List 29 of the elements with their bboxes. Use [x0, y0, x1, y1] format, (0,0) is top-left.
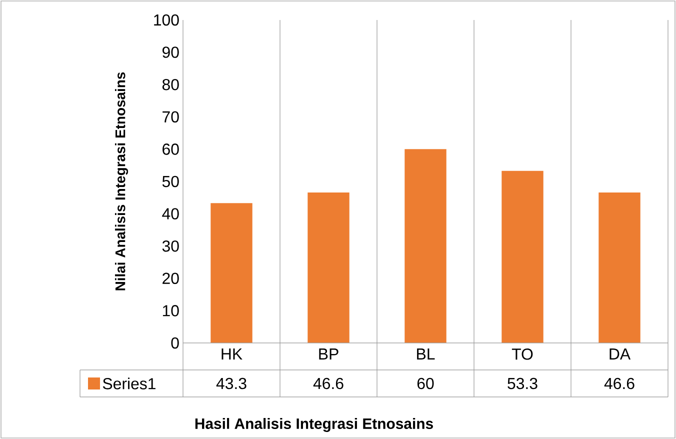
bar: [598, 192, 640, 343]
data-label: 46.6: [604, 378, 634, 390]
y-tick-label: 80: [162, 78, 179, 90]
x-tick-label: BL: [417, 348, 435, 360]
x-tick-label: HK: [222, 348, 242, 360]
y-tick-label: 90: [162, 46, 179, 58]
data-label: 43.3: [216, 378, 246, 390]
data-label: 60: [417, 378, 434, 390]
y-tick-label: 10: [162, 305, 179, 316]
y-tick-label: 60: [162, 144, 179, 155]
x-axis-title: Hasil Analisis Integrasi Etnosains: [195, 418, 433, 432]
y-axis-title: Nilai Analisis Integrasi Etnosains: [114, 72, 128, 290]
x-tick-label: DA: [610, 348, 631, 360]
y-tick-label: 0: [171, 337, 179, 349]
x-tick-label: BP: [319, 348, 338, 360]
bar: [308, 192, 350, 343]
x-tick-label: TO: [512, 348, 533, 360]
y-tick-label: 100: [154, 14, 179, 26]
y-tick-label: 20: [162, 272, 179, 284]
data-label: 53.3: [508, 378, 538, 390]
y-tick-label: 40: [162, 208, 179, 220]
bar: [502, 170, 544, 343]
y-tick-label: 50: [162, 176, 179, 188]
bar: [404, 149, 446, 343]
legend-label: Series1: [102, 378, 156, 390]
bar: [210, 203, 252, 343]
y-tick-label: 70: [162, 111, 179, 123]
y-tick-label: 30: [162, 240, 179, 252]
data-label: 46.6: [313, 378, 344, 390]
